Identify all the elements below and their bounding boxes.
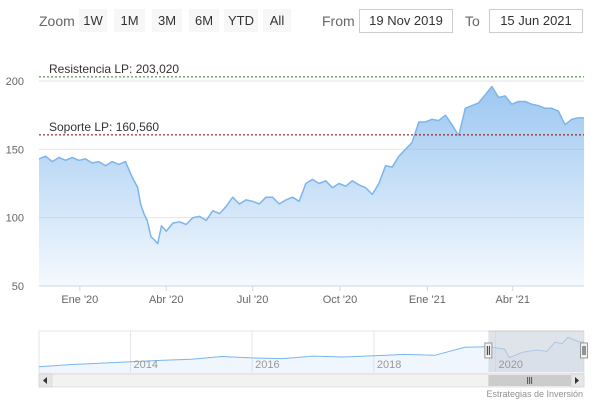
credits-text: Estrategias de Inversión [486, 389, 583, 399]
scroll-right-arrow-icon [575, 377, 579, 384]
zoom-1w-button[interactable]: 1W [79, 9, 107, 32]
zoom-3m-button[interactable]: 3M [152, 9, 182, 32]
zoom-ytd-button[interactable]: YTD [224, 9, 258, 32]
navigator-year-labels: 2014 2016 2018 2020 [133, 359, 523, 371]
x-tick-label-2: Jul '20 [237, 294, 268, 306]
navigator[interactable]: 2014 2016 2018 2020 [38, 330, 588, 374]
scrollbar-grip-icon [527, 377, 533, 384]
x-tick-label-4: Ene '21 [409, 294, 446, 306]
scrollbar[interactable] [38, 373, 585, 388]
navigator-label-2020: 2020 [499, 359, 523, 371]
zoom-all-button[interactable]: All [263, 9, 291, 32]
navigator-label-2014: 2014 [133, 359, 157, 371]
plot-line-label-1: Soporte LP: 160,560 [49, 120, 159, 134]
y-axis: 50 100 150 200 [6, 76, 24, 293]
from-label: From [322, 13, 355, 29]
y-tick-label-200: 200 [6, 76, 24, 88]
plot-lines: Resistencia LP: 203,020 Soporte LP: 160,5… [39, 62, 584, 136]
navigator-handle-left[interactable] [484, 342, 493, 359]
navigator-handle-right[interactable] [580, 342, 588, 359]
navigator-area [39, 337, 584, 372]
navigator-selection [488, 331, 584, 372]
from-date-input[interactable]: 19 Nov 2019 [359, 9, 453, 33]
y-tick-label-100: 100 [6, 213, 24, 225]
zoom-6m-button[interactable]: 6M [189, 9, 219, 32]
price-line [39, 85, 584, 245]
scroll-left-arrow-icon [43, 377, 47, 384]
navigator-mask[interactable] [484, 330, 588, 372]
x-axis: Ene '20 Abr '20 Jul '20 Oct '20 Ene '21 Abr '… [61, 286, 530, 306]
navigator-label-2018: 2018 [377, 359, 401, 371]
to-date-input[interactable]: 15 Jun 2021 [489, 9, 583, 33]
y-tick-label-150: 150 [6, 144, 24, 156]
y-tick-label-50: 50 [12, 281, 24, 293]
zoom-label: Zoom [39, 13, 75, 29]
plot-line-label-0: Resistencia LP: 203,020 [49, 62, 179, 76]
to-label: To [465, 13, 480, 29]
range-selector: Zoom 1W 1M 3M 6M YTD All From 19 Nov 201… [0, 0, 595, 40]
navigator-label-2016: 2016 [255, 359, 279, 371]
x-tick-label-3: Oct '20 [323, 294, 358, 306]
zoom-1m-button[interactable]: 1M [114, 9, 145, 32]
x-tick-label-0: Ene '20 [61, 294, 98, 306]
price-area [39, 86, 584, 286]
x-tick-label-5: Abr '21 [496, 294, 531, 306]
x-tick-label-1: Abr '20 [149, 294, 184, 306]
